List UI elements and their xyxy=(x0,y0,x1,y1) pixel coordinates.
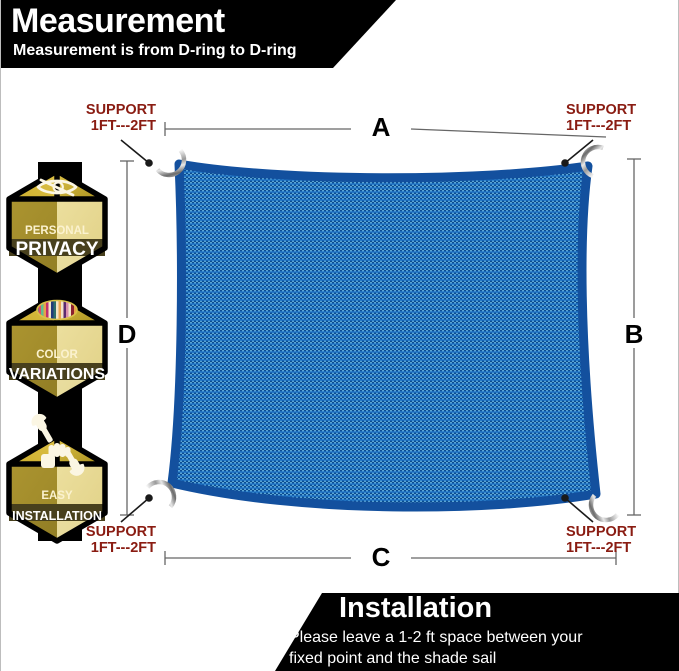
svg-text:SUPPORT: SUPPORT xyxy=(566,102,636,118)
svg-text:1FT---2FT: 1FT---2FT xyxy=(91,540,156,556)
svg-text:B: B xyxy=(625,319,644,349)
svg-text:INSTALLATION: INSTALLATION xyxy=(12,509,102,523)
svg-text:1FT---2FT: 1FT---2FT xyxy=(566,118,631,134)
svg-text:PERSONAL: PERSONAL xyxy=(25,225,89,237)
svg-text:C: C xyxy=(372,542,391,572)
svg-text:COLOR: COLOR xyxy=(36,349,78,361)
svg-text:VARIATIONS: VARIATIONS xyxy=(9,366,106,383)
svg-text:A: A xyxy=(372,112,391,142)
svg-text:SUPPORT: SUPPORT xyxy=(86,524,156,540)
svg-text:EASY: EASY xyxy=(41,490,73,502)
svg-text:SUPPORT: SUPPORT xyxy=(566,524,636,540)
svg-text:SUPPORT: SUPPORT xyxy=(86,102,156,118)
svg-text:PRIVACY: PRIVACY xyxy=(15,239,98,260)
svg-text:1FT---2FT: 1FT---2FT xyxy=(566,540,631,556)
svg-text:D: D xyxy=(118,319,137,349)
svg-text:1FT---2FT: 1FT---2FT xyxy=(91,118,156,134)
